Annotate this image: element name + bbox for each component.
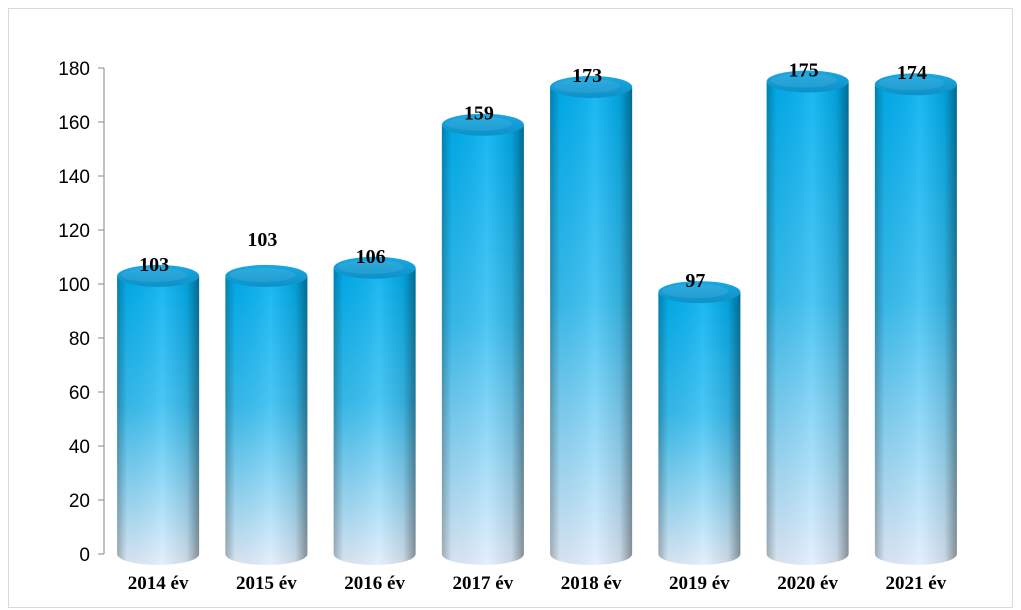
x-tick-label: 2016 év xyxy=(344,573,405,594)
x-tick-label: 2014 év xyxy=(128,573,189,594)
bar-cap xyxy=(333,256,416,279)
data-label: 97 xyxy=(685,270,705,292)
axis-layer: 0 20 40 60 80 100 120 140 160 180 xyxy=(58,59,105,566)
bar xyxy=(550,75,633,566)
y-tick-label: 40 xyxy=(69,437,90,458)
bar-cap xyxy=(874,73,957,96)
x-tick-label: 2021 év xyxy=(886,573,947,594)
bar-cap xyxy=(766,70,849,93)
bars-layer xyxy=(117,70,957,566)
data-label: 106 xyxy=(356,246,386,268)
data-label: 159 xyxy=(464,103,494,125)
bar-cap-highlight xyxy=(554,78,621,93)
bar xyxy=(333,256,416,565)
bar-cap-highlight xyxy=(770,73,837,88)
bar-shading xyxy=(333,267,416,565)
bar xyxy=(658,281,741,565)
y-tick-label: 180 xyxy=(58,59,90,80)
y-tick-label: 160 xyxy=(58,113,90,134)
data-label: 103 xyxy=(139,254,169,276)
x-tick-label: 2019 év xyxy=(669,573,730,594)
bar-shading xyxy=(658,292,741,565)
bar-shading xyxy=(225,275,308,565)
bar-cap-highlight xyxy=(878,76,945,91)
x-tick-label: 2015 év xyxy=(236,573,297,594)
bar xyxy=(874,73,957,565)
bar-cap-highlight xyxy=(445,116,512,131)
bar-shading xyxy=(874,84,957,565)
labels-layer: 103 2014 év 103 2015 év 106 2016 év 159 2017 év… xyxy=(128,60,947,595)
bar-shading xyxy=(117,275,200,565)
bar-cap-highlight xyxy=(662,284,729,299)
data-label: 175 xyxy=(789,60,819,82)
y-tick-label: 140 xyxy=(58,167,90,188)
data-label: 174 xyxy=(897,62,927,84)
bar-cap xyxy=(441,113,524,136)
data-label: 103 xyxy=(247,229,277,251)
y-tick-label: 100 xyxy=(58,275,90,296)
x-tick-label: 2020 év xyxy=(777,573,838,594)
y-tick-label: 20 xyxy=(69,491,90,512)
x-tick-label: 2018 év xyxy=(561,573,622,594)
bar-cap xyxy=(550,75,633,98)
bar xyxy=(225,264,308,565)
bar xyxy=(766,70,849,565)
y-tick-label: 80 xyxy=(69,329,90,350)
bar-cap-highlight xyxy=(229,267,296,282)
bar xyxy=(441,113,524,565)
bar-shading xyxy=(441,124,524,565)
y-tick-label: 0 xyxy=(79,545,90,566)
bar-cap xyxy=(658,281,741,304)
bar-cap xyxy=(117,264,200,287)
x-tick-label: 2017 év xyxy=(453,573,514,594)
bar-cap-highlight xyxy=(121,267,188,282)
data-label: 173 xyxy=(572,65,602,87)
bar xyxy=(117,264,200,565)
bar-cap xyxy=(225,264,308,287)
y-tick-label: 60 xyxy=(69,383,90,404)
bar-cap-highlight xyxy=(337,259,404,274)
y-tick-label: 120 xyxy=(58,221,90,242)
bar-shading xyxy=(550,86,633,566)
bar-shading xyxy=(766,81,849,565)
